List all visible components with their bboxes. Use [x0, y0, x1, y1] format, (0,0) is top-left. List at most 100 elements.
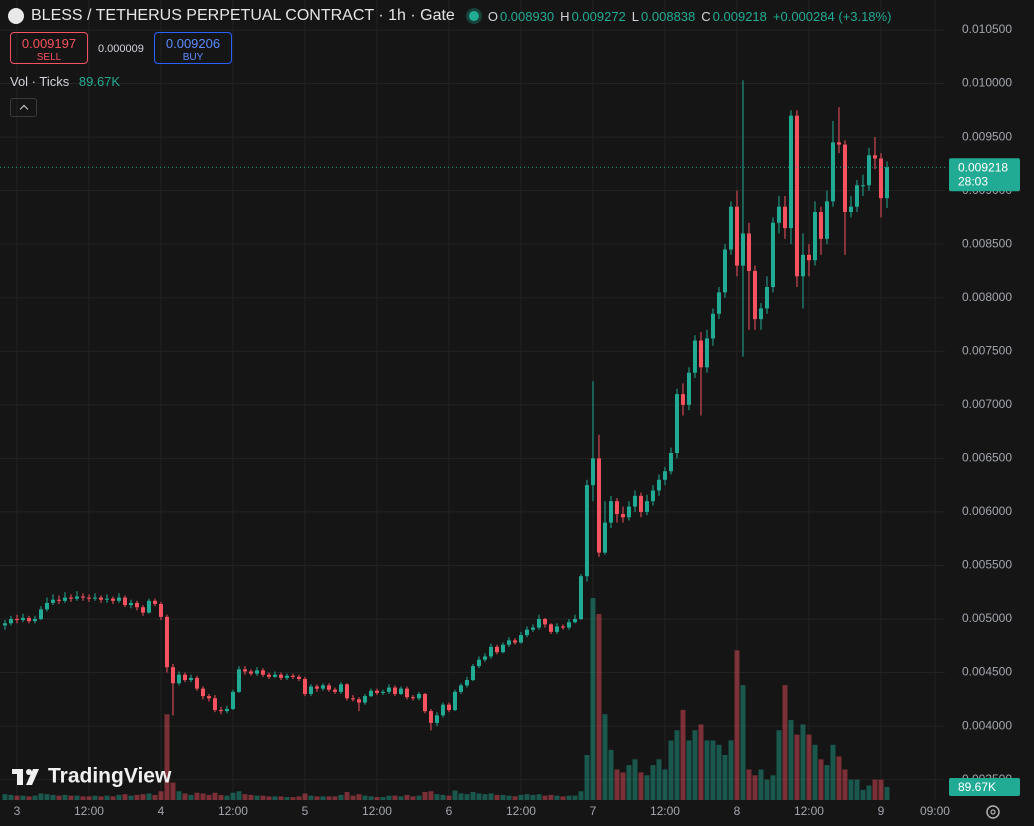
ohlc-key: C: [701, 8, 711, 24]
volume-bar: [872, 779, 878, 800]
candle-body: [506, 640, 511, 645]
candle-body: [740, 233, 745, 266]
volume-bar: [32, 795, 38, 800]
volume-bar: [236, 791, 242, 800]
volume-bar: [866, 785, 872, 800]
settings-icon[interactable]: [990, 809, 996, 815]
last-price-tag: [949, 158, 1020, 192]
volume-bar: [446, 795, 452, 800]
volume-bar: [2, 794, 8, 800]
candle-body: [446, 704, 451, 711]
volume-bar: [242, 794, 248, 800]
volume-bar: [512, 796, 518, 800]
volume-bar: [500, 794, 506, 800]
volume-bar: [128, 795, 134, 800]
volume-bar: [20, 795, 26, 800]
volume-bar: [164, 714, 170, 800]
candle-body: [854, 185, 859, 207]
volume-bar: [770, 775, 776, 800]
ohlc-key: L: [631, 8, 640, 24]
candle-body: [704, 338, 709, 368]
volume-bar: [842, 769, 848, 800]
volume-bar: [356, 794, 362, 800]
candle-body: [710, 313, 715, 339]
sell-label[interactable]: SELL: [36, 52, 62, 63]
candle-body: [200, 688, 205, 697]
candle-body: [476, 659, 481, 667]
candle-body: [722, 249, 727, 293]
candle-body: [116, 597, 121, 601]
buy-label[interactable]: BUY: [182, 52, 204, 63]
volume-bar: [476, 793, 482, 800]
volume-bar: [428, 791, 434, 800]
volume-bar: [218, 794, 224, 800]
volume-bar: [644, 775, 650, 800]
collapse-button[interactable]: [10, 98, 37, 117]
candle-body: [758, 308, 763, 320]
buy-price[interactable]: 0.009206: [165, 36, 221, 51]
y-tick-label: 0.006000: [962, 504, 1012, 518]
y-tick-label: 0.010500: [962, 22, 1012, 36]
candle-body: [410, 697, 415, 699]
candle-body: [542, 619, 547, 625]
y-tick-label: 0.005500: [962, 558, 1012, 572]
x-tick-label: 3: [14, 804, 21, 818]
y-tick-label: 0.006500: [962, 451, 1012, 465]
x-tick-label: 12:00: [74, 804, 104, 818]
volume-bar: [422, 792, 428, 800]
volume-bar: [284, 797, 290, 800]
candle-body: [296, 676, 301, 679]
volume-bar: [332, 796, 338, 800]
candle-body: [326, 685, 331, 690]
buy-button[interactable]: 0.009206 BUY: [154, 32, 232, 64]
volume-bar: [338, 794, 344, 800]
volume-bar: [482, 794, 488, 800]
settings-button[interactable]: [986, 805, 1000, 819]
volume-bar: [692, 730, 698, 800]
candle-body: [806, 254, 811, 261]
volume-bar: [518, 794, 524, 800]
sell-price[interactable]: 0.009197: [21, 36, 77, 51]
candle-body: [752, 270, 757, 320]
candle-body: [518, 635, 523, 643]
volume-bar: [212, 792, 218, 800]
candle-body: [728, 206, 733, 250]
candle-body: [482, 656, 487, 660]
candle-body: [320, 685, 325, 689]
volume-bar: [572, 795, 578, 800]
candle-body: [224, 708, 229, 712]
volume-bar: [656, 759, 662, 800]
volume-bar: [182, 793, 188, 800]
y-tick-label: 0.008500: [962, 236, 1012, 250]
candle-body: [536, 619, 541, 628]
volume-bar: [92, 795, 98, 800]
settings-icon[interactable]: [986, 805, 1000, 819]
volume-bar: [812, 744, 818, 800]
volume-bar: [584, 754, 590, 800]
candle-body: [134, 602, 139, 608]
candle-body: [686, 372, 691, 405]
candle-body: [332, 689, 337, 692]
x-tick-label: 5: [302, 804, 309, 818]
grid: [0, 0, 945, 800]
volume-bar: [836, 756, 842, 800]
volume-bar: [170, 782, 176, 800]
x-tick-label: 8: [734, 804, 741, 818]
x-tick-label: 12:00: [218, 804, 248, 818]
candle-body: [380, 691, 385, 693]
y-tick-label: 0.007000: [962, 397, 1012, 411]
candle-body: [830, 142, 835, 202]
volume-bar: [380, 797, 386, 800]
candle-body: [20, 617, 25, 621]
y-tick-label: 0.005000: [962, 611, 1012, 625]
volume-bar: [248, 794, 254, 800]
candle-body: [770, 222, 775, 288]
candle-body: [626, 506, 631, 518]
volume-bar: [80, 796, 86, 800]
candle-body: [878, 158, 883, 199]
candle-body: [674, 394, 679, 454]
volume-bar: [392, 795, 398, 800]
sell-button[interactable]: 0.009197 SELL: [10, 32, 88, 64]
volume-bar: [602, 714, 608, 800]
